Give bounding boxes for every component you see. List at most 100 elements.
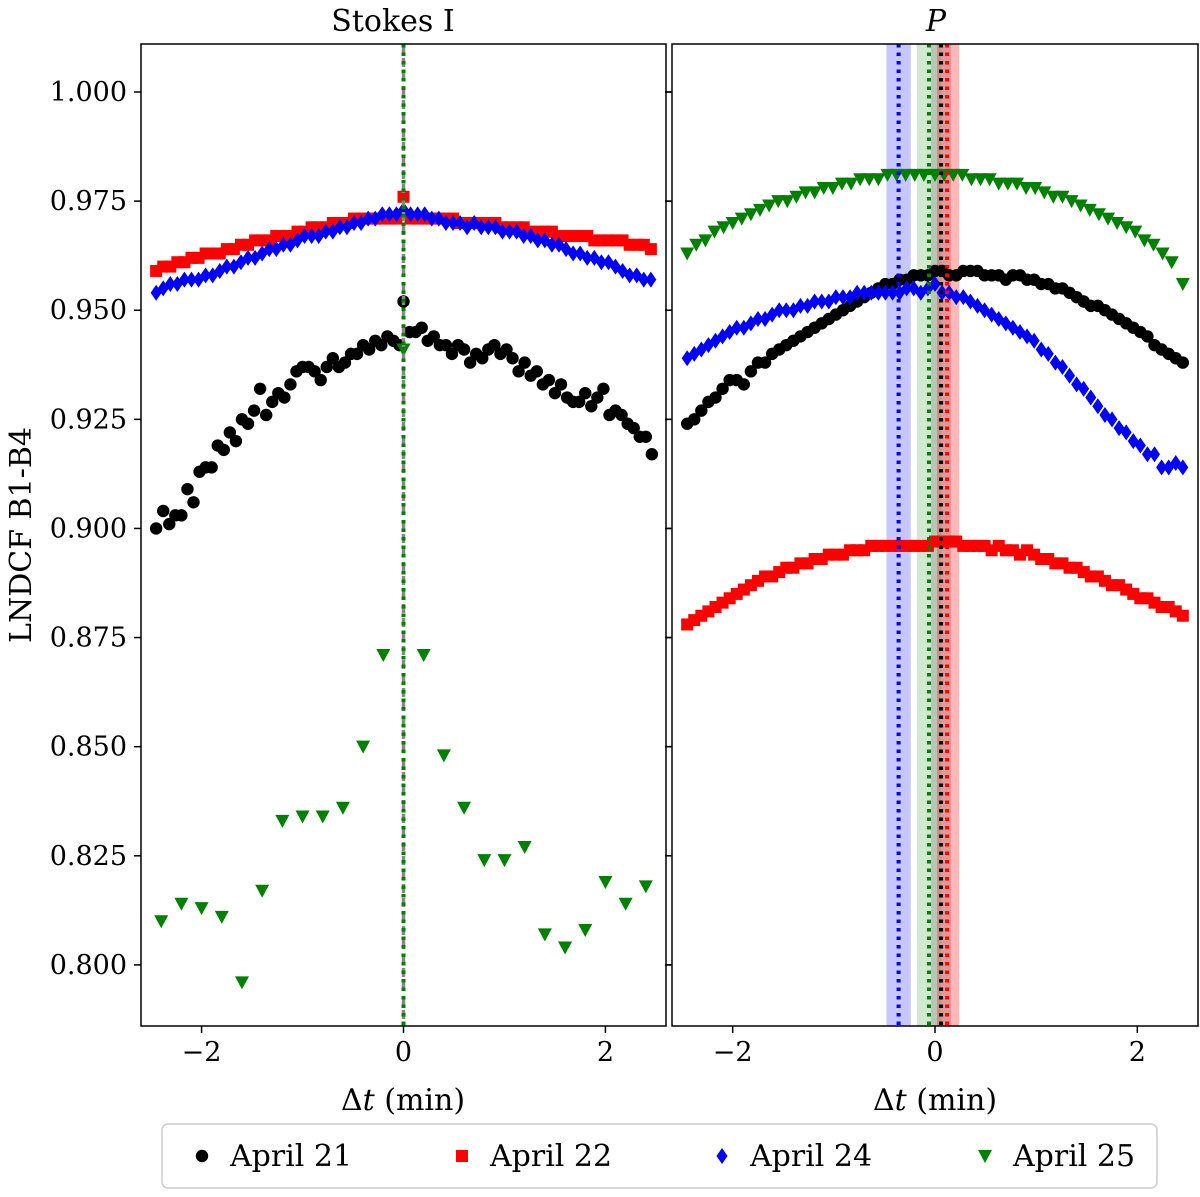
data-point-april-25 <box>734 212 749 226</box>
data-point-april-21 <box>308 365 321 378</box>
panel-p-title: P <box>925 4 947 39</box>
data-point-april-25 <box>416 649 431 663</box>
data-point-april-21 <box>645 448 659 461</box>
data-point-april-21 <box>597 382 610 395</box>
data-point-april-24 <box>334 219 346 236</box>
data-point-april-24 <box>496 223 508 240</box>
data-point-april-25 <box>335 801 350 815</box>
data-point-april-21 <box>266 395 279 409</box>
data-point-april-24 <box>1156 459 1168 476</box>
legend-marker-april-25 <box>978 1150 992 1163</box>
data-point-april-25 <box>1037 186 1052 200</box>
data-point-april-25 <box>880 168 895 182</box>
data-point-april-25 <box>716 221 731 235</box>
data-point-april-22 <box>644 243 657 256</box>
data-point-april-21 <box>506 352 519 365</box>
x-tick-label: 2 <box>1129 1037 1146 1068</box>
data-point-april-24 <box>447 214 459 231</box>
xlabel-unit: (min) <box>916 1083 997 1118</box>
data-point-april-24 <box>1141 446 1153 463</box>
data-point-april-24 <box>1056 358 1068 375</box>
peak-point-april-22 <box>929 535 941 548</box>
legend-marker-april-22 <box>456 1150 468 1162</box>
y-tick-label: 0.800 <box>50 950 127 981</box>
data-point-april-24 <box>1078 380 1090 397</box>
peak-point-april-24 <box>398 201 409 218</box>
data-point-april-24 <box>1177 459 1189 476</box>
data-point-april-21 <box>205 461 218 474</box>
xlabel-var: t <box>895 1083 908 1118</box>
data-point-april-21 <box>554 378 568 391</box>
data-point-april-25 <box>436 749 451 763</box>
data-point-april-24 <box>320 223 332 240</box>
data-point-april-24 <box>794 297 806 314</box>
x-tick-label: −2 <box>182 1037 222 1068</box>
data-point-april-24 <box>376 206 388 223</box>
data-point-april-21 <box>518 356 531 369</box>
data-point-april-25 <box>834 177 849 191</box>
y-tick-label: 0.950 <box>50 295 127 326</box>
data-point-april-24 <box>901 280 913 297</box>
data-point-april-21 <box>241 417 255 430</box>
data-point-april-25 <box>618 897 633 911</box>
data-point-april-21 <box>585 400 598 413</box>
data-point-april-25 <box>1009 177 1024 191</box>
data-point-april-21 <box>157 504 170 518</box>
data-point-april-21 <box>427 330 440 343</box>
data-point-april-24 <box>348 214 360 231</box>
data-point-april-25 <box>457 801 472 815</box>
data-point-april-25 <box>698 234 713 248</box>
data-point-april-25 <box>1028 182 1043 196</box>
data-point-april-24 <box>1120 424 1132 441</box>
data-point-april-25 <box>1128 225 1143 239</box>
data-point-april-21 <box>253 382 267 395</box>
data-point-april-25 <box>743 208 758 222</box>
data-point-april-21 <box>375 338 388 352</box>
data-point-april-24 <box>1106 411 1118 428</box>
data-point-april-24 <box>504 223 516 240</box>
data-point-april-24 <box>532 232 544 249</box>
data-point-april-24 <box>1085 389 1097 406</box>
data-point-april-25 <box>955 168 970 182</box>
data-point-april-21 <box>579 386 592 400</box>
data-point-april-25 <box>680 247 695 261</box>
data-point-april-25 <box>707 225 722 239</box>
data-point-april-24 <box>887 284 899 301</box>
data-point-april-25 <box>1082 203 1097 217</box>
data-point-april-21 <box>457 343 471 356</box>
data-point-april-25 <box>825 182 840 196</box>
data-point-april-24 <box>249 249 261 266</box>
data-point-april-21 <box>163 517 176 531</box>
data-point-april-24 <box>440 214 452 231</box>
data-point-april-24 <box>567 245 579 262</box>
data-point-april-21 <box>639 430 653 443</box>
data-point-april-21 <box>284 378 297 391</box>
data-point-april-25 <box>798 186 813 200</box>
xlabel-var: t <box>363 1083 376 1118</box>
data-point-april-21 <box>181 482 194 496</box>
data-point-april-24 <box>185 271 197 288</box>
data-point-april-25 <box>255 884 270 898</box>
data-point-april-25 <box>1119 221 1134 235</box>
data-point-april-24 <box>1149 446 1161 463</box>
panel-p-xlabel: Δt (min) <box>873 1083 997 1118</box>
data-point-april-21 <box>350 347 364 361</box>
data-point-april-21 <box>709 391 722 404</box>
data-point-april-24 <box>837 289 849 306</box>
data-point-april-25 <box>907 168 922 182</box>
data-point-april-21 <box>326 352 340 365</box>
data-point-april-25 <box>844 177 859 191</box>
data-point-april-24 <box>645 271 657 288</box>
data-point-april-24 <box>872 284 884 301</box>
data-point-april-24 <box>851 284 863 301</box>
y-tick-label: 0.875 <box>50 623 127 654</box>
data-point-april-24 <box>164 276 176 293</box>
data-point-april-25 <box>1055 190 1070 204</box>
data-point-april-21 <box>1141 330 1154 343</box>
data-point-april-25 <box>578 923 593 937</box>
panel-p: −2 0 2 P Δt (min) <box>665 4 1199 1118</box>
data-point-april-25 <box>816 182 831 196</box>
data-point-april-24 <box>595 254 607 271</box>
data-point-april-25 <box>1155 247 1170 261</box>
legend-label-april-24: April 24 <box>749 1139 872 1174</box>
